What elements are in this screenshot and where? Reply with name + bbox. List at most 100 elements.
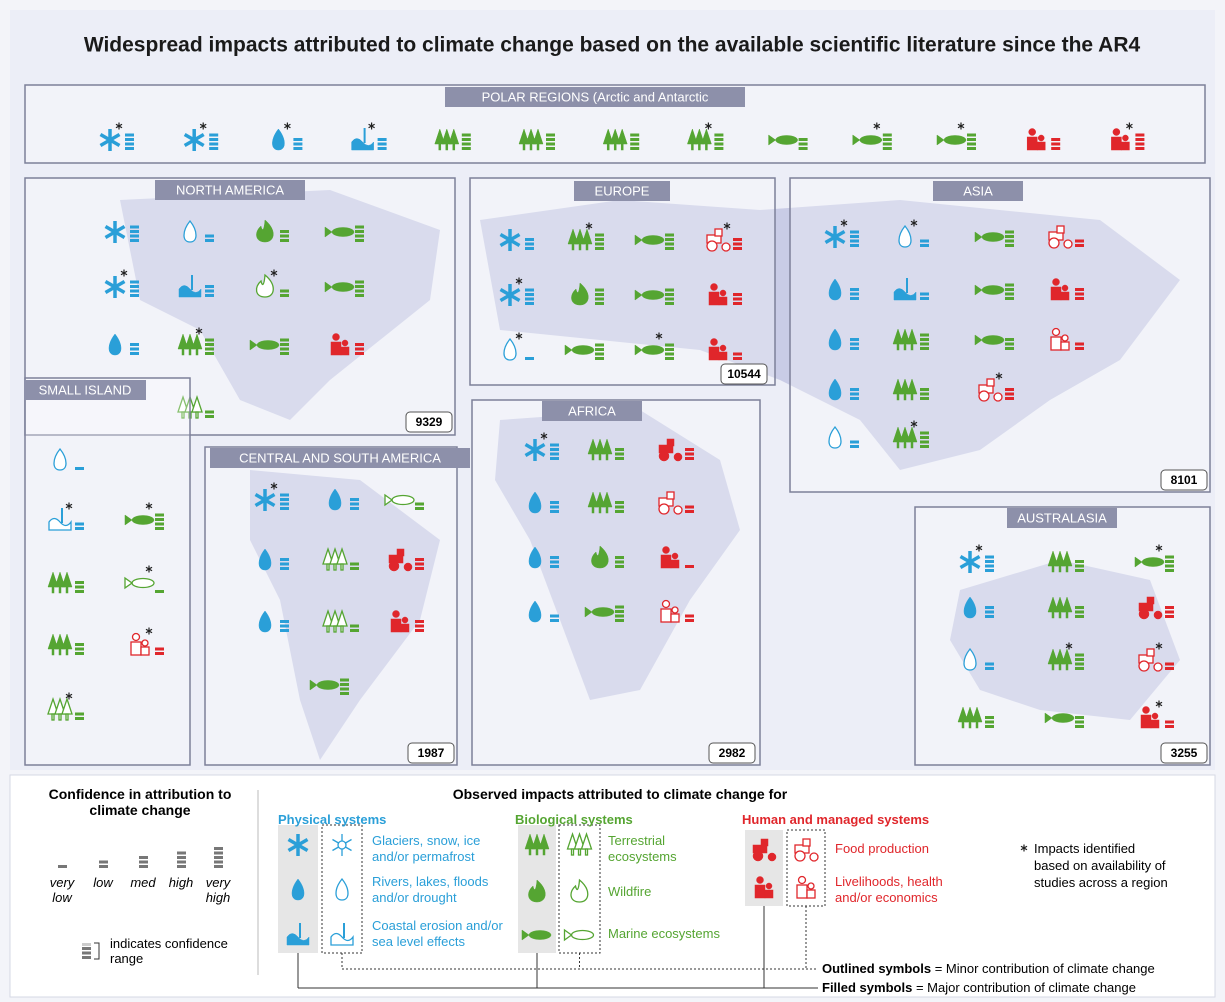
- confidence-bar: [205, 234, 214, 238]
- legend-item: Marine ecosystems: [608, 926, 720, 941]
- confidence-bar: [205, 289, 214, 293]
- confidence-bar: [967, 133, 976, 137]
- confidence-bar: [882, 142, 892, 146]
- symbol-part: [396, 548, 405, 557]
- symbol-part: [943, 135, 967, 145]
- symbol: [521, 929, 552, 941]
- confidence-bar: [525, 242, 534, 246]
- confidence-bar: [1165, 564, 1174, 568]
- symbol: [893, 278, 917, 301]
- confidence-bar: [630, 147, 640, 150]
- symbol: [687, 128, 712, 151]
- symbol: [518, 128, 544, 151]
- confidence-bar: [415, 629, 424, 632]
- confidence-bar: [355, 347, 364, 351]
- confidence-bar: [155, 590, 164, 593]
- confidence-bar: [733, 352, 742, 356]
- confidence-bar: [595, 233, 604, 237]
- confidence-bar: [550, 452, 559, 456]
- confidence-bar: [685, 452, 694, 456]
- symbol-part: [660, 554, 672, 569]
- symbol-part: [671, 552, 679, 560]
- symbol-part: [130, 641, 142, 656]
- symbol-part: [1050, 336, 1062, 351]
- confidence-bar: [1075, 347, 1084, 350]
- confidence-bar: [630, 142, 640, 146]
- symbol: [177, 333, 203, 356]
- symbol: [108, 333, 122, 356]
- symbol: [322, 608, 348, 633]
- confidence-bar: [550, 457, 559, 460]
- confidence-bar: [350, 624, 359, 628]
- confidence-bar: [733, 293, 742, 296]
- symbol: [1111, 128, 1130, 151]
- star: [1065, 643, 1073, 649]
- confidence-bar: [1005, 397, 1014, 400]
- symbol-part: [910, 441, 914, 449]
- symbol-part: [183, 219, 197, 243]
- confidence-bar: [595, 293, 604, 296]
- symbol: [634, 234, 665, 246]
- symbol-part: [584, 848, 589, 856]
- star: [515, 333, 523, 339]
- symbol: [258, 548, 272, 571]
- confidence-bar: [630, 138, 640, 141]
- symbol-part: [499, 232, 521, 248]
- confidence-bar: [685, 510, 694, 513]
- symbol-part: [571, 345, 595, 355]
- confidence-bar: [850, 230, 859, 234]
- confidence-bar: [595, 343, 604, 347]
- region-label-bg: [933, 181, 1023, 201]
- symbol-part: [1150, 719, 1160, 729]
- confidence-bar: [595, 238, 604, 241]
- confidence-bar: [850, 288, 859, 291]
- symbol-part: [438, 143, 442, 151]
- confidence-bar: [920, 397, 929, 400]
- confidence-bar: [75, 717, 84, 720]
- symbol: [708, 283, 728, 306]
- region-label: NORTH AMERICA: [176, 182, 284, 197]
- symbol: [892, 328, 918, 351]
- symbol-part: [591, 607, 615, 617]
- region-label: EUROPE: [595, 183, 650, 198]
- confidence-bar: [82, 947, 91, 950]
- confidence-bar: [615, 505, 624, 509]
- symbol-part: [585, 243, 589, 251]
- star: [120, 270, 128, 276]
- symbol: [828, 425, 842, 449]
- symbol: [330, 333, 350, 356]
- confidence-bar: [1165, 667, 1174, 670]
- continents: [120, 190, 1180, 760]
- confidence-bar: [75, 643, 84, 646]
- confidence-bar: [882, 147, 892, 150]
- symbol: [974, 231, 1005, 243]
- confidence-bar: [615, 452, 624, 456]
- confidence-bar: [355, 225, 364, 229]
- star: [284, 123, 291, 129]
- symbol: [528, 600, 542, 623]
- confidence-bar: [1075, 564, 1084, 568]
- confidence-bar: [205, 285, 214, 288]
- confidence-bar: [415, 502, 424, 506]
- symbol-part: [181, 348, 185, 356]
- confidence-bar: [630, 133, 640, 137]
- confidence-bar: [550, 556, 559, 559]
- symbol-part: [598, 453, 602, 461]
- symbol-part: [660, 608, 672, 623]
- confidence-bar: [665, 357, 674, 360]
- symbol: [1048, 225, 1073, 249]
- symbol: [183, 129, 205, 151]
- symbol: [957, 706, 983, 729]
- count-box: [1160, 742, 1208, 764]
- symbol-part: [333, 625, 337, 633]
- confidence-bar: [920, 333, 929, 337]
- symbol-part: [1050, 286, 1062, 301]
- confidence-bar: [1165, 560, 1174, 563]
- symbol-part: [401, 616, 409, 624]
- confidence-bar: [714, 133, 724, 137]
- symbol: [291, 878, 305, 901]
- symbol-part: [1142, 706, 1150, 714]
- symbol: [660, 599, 680, 623]
- symbol-part: [51, 586, 55, 594]
- symbol-part: [48, 517, 72, 531]
